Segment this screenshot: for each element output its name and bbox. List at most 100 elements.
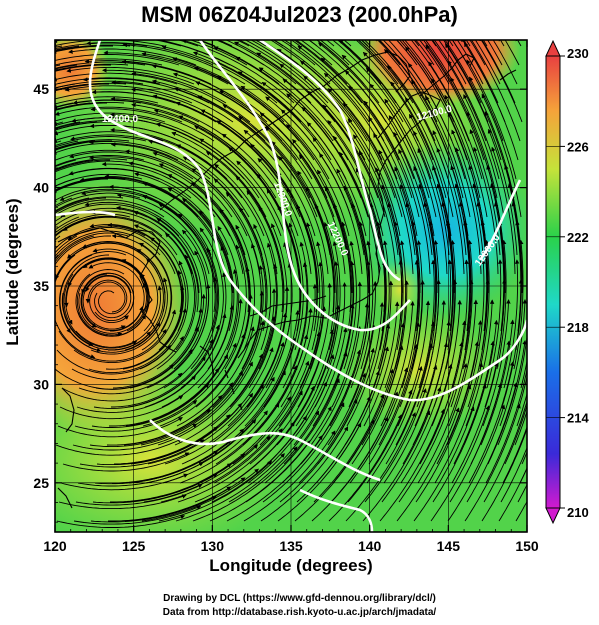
streamline xyxy=(482,299,511,427)
streamline xyxy=(101,161,216,218)
streamline xyxy=(486,259,503,389)
streamline xyxy=(487,128,518,256)
streamline xyxy=(310,326,362,446)
streamline xyxy=(55,44,131,53)
streamline xyxy=(436,147,465,275)
streamline xyxy=(413,130,450,256)
streamline xyxy=(481,93,522,218)
streamline xyxy=(365,67,432,180)
streamline xyxy=(398,385,457,503)
streamline xyxy=(384,98,437,218)
streamline xyxy=(55,196,124,215)
streamline xyxy=(398,148,431,275)
streamline xyxy=(55,213,131,237)
streamline xyxy=(55,197,107,216)
streamline xyxy=(151,79,266,142)
contour-label: 12400.0 xyxy=(102,114,139,125)
streamline xyxy=(55,63,129,71)
streamline xyxy=(405,46,468,161)
streamline xyxy=(171,131,267,218)
streamline xyxy=(463,94,505,218)
streamline xyxy=(249,357,322,465)
streamline xyxy=(262,402,345,503)
streamline xyxy=(165,232,196,351)
streamline xyxy=(55,40,165,48)
streamline xyxy=(163,277,218,389)
streamline xyxy=(519,467,527,484)
height-contour-line xyxy=(149,419,381,482)
streamline xyxy=(224,244,247,370)
streamline xyxy=(239,207,268,332)
streamline xyxy=(400,40,448,104)
streamline xyxy=(428,61,483,180)
streamline xyxy=(286,124,350,237)
streamline xyxy=(327,324,376,446)
colorbar-label: 226 xyxy=(567,139,589,154)
streamline xyxy=(55,121,64,126)
streamline xyxy=(55,232,129,266)
streamline xyxy=(219,208,251,332)
streamline xyxy=(219,90,313,180)
streamline xyxy=(90,277,168,355)
streamline xyxy=(463,319,499,446)
streamline xyxy=(338,40,397,104)
streamline xyxy=(515,40,522,47)
streamline xyxy=(278,306,327,427)
streamline xyxy=(177,428,283,503)
streamline xyxy=(259,112,335,218)
streamline xyxy=(56,345,172,375)
streamline xyxy=(378,149,414,275)
height-contour-line xyxy=(198,40,411,332)
streamline xyxy=(55,96,159,105)
streamline xyxy=(244,40,329,104)
streamline xyxy=(60,203,180,237)
streamline xyxy=(210,316,276,427)
streamline xyxy=(373,133,416,256)
streamline xyxy=(469,76,515,199)
streamline xyxy=(67,227,176,275)
streamline xyxy=(440,40,489,123)
streamline xyxy=(55,216,80,233)
streamline xyxy=(360,240,374,370)
streamline xyxy=(141,468,259,522)
streamline xyxy=(235,56,334,142)
streamline xyxy=(232,360,310,465)
y-tick-label: 30 xyxy=(33,376,49,392)
streamline xyxy=(436,341,480,465)
streamline xyxy=(64,85,193,104)
streamline xyxy=(75,484,203,506)
streamline xyxy=(116,193,210,275)
streamline xyxy=(199,138,282,237)
streamline xyxy=(275,242,293,370)
streamline xyxy=(225,337,297,446)
streamline xyxy=(126,453,246,503)
streamline xyxy=(381,386,442,503)
streamline xyxy=(351,203,369,332)
streamline xyxy=(469,40,521,142)
x-tick-label: 140 xyxy=(358,538,382,554)
streamline xyxy=(280,40,316,66)
streamline xyxy=(102,68,227,104)
streamline xyxy=(59,188,182,218)
streamline xyxy=(257,158,312,275)
streamline xyxy=(111,339,214,408)
streamline xyxy=(390,81,447,199)
streamline xyxy=(293,327,348,446)
streamline xyxy=(55,54,180,66)
streamline xyxy=(192,446,298,522)
height-contours xyxy=(55,40,527,532)
height-contour-line xyxy=(259,40,401,282)
streamline xyxy=(409,113,452,237)
streamline xyxy=(447,60,500,180)
streamline xyxy=(306,222,321,351)
streamline xyxy=(353,134,399,256)
streamline xyxy=(513,239,524,370)
streamline xyxy=(73,505,202,525)
streamline xyxy=(55,72,178,85)
streamline xyxy=(518,374,527,408)
streamline xyxy=(57,417,183,438)
streamline xyxy=(451,361,499,484)
streamline xyxy=(199,227,224,351)
streamline xyxy=(55,242,159,280)
streamline xyxy=(299,154,346,275)
